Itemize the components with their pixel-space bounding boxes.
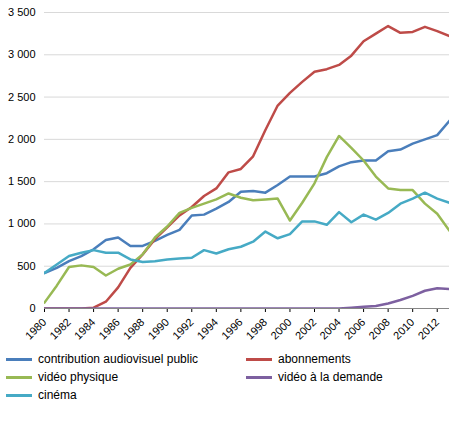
svg-text:500: 500: [17, 260, 35, 272]
svg-text:1990: 1990: [145, 316, 171, 342]
svg-text:2008: 2008: [366, 316, 392, 342]
html-text:abonnements: abonnements: [278, 352, 351, 366]
svg-text:1982: 1982: [47, 316, 73, 342]
svg-text:1984: 1984: [72, 316, 98, 342]
svg-text:3 500: 3 500: [8, 6, 36, 18]
svg-text:1986: 1986: [96, 316, 122, 342]
svg-text:2004: 2004: [317, 316, 343, 342]
svg-text:1980: 1980: [23, 316, 49, 342]
html-text:vidéo à la demande: vidéo à la demande: [278, 370, 383, 384]
svg-text:2012: 2012: [415, 316, 441, 342]
svg-text:2002: 2002: [293, 316, 319, 342]
svg-text:1994: 1994: [194, 316, 220, 342]
svg-text:2 500: 2 500: [8, 91, 36, 103]
svg-text:3 000: 3 000: [8, 48, 36, 60]
svg-text:2000: 2000: [268, 316, 294, 342]
html-text:cinéma: cinéma: [38, 388, 77, 402]
svg-text:1 500: 1 500: [8, 175, 36, 187]
svg-text:1988: 1988: [121, 316, 147, 342]
svg-text:2 000: 2 000: [8, 133, 36, 145]
html-text:vidéo physique: vidéo physique: [38, 370, 119, 384]
svg-text:0: 0: [29, 302, 35, 314]
svg-text:1998: 1998: [244, 316, 270, 342]
svg-text:2006: 2006: [342, 316, 368, 342]
svg-text:1996: 1996: [219, 316, 245, 342]
svg-text:1 000: 1 000: [8, 217, 36, 229]
svg-text:2010: 2010: [391, 316, 417, 342]
html-text:contribution audiovisuel publi: contribution audiovisuel public: [38, 352, 199, 366]
svg-text:1992: 1992: [170, 316, 196, 342]
